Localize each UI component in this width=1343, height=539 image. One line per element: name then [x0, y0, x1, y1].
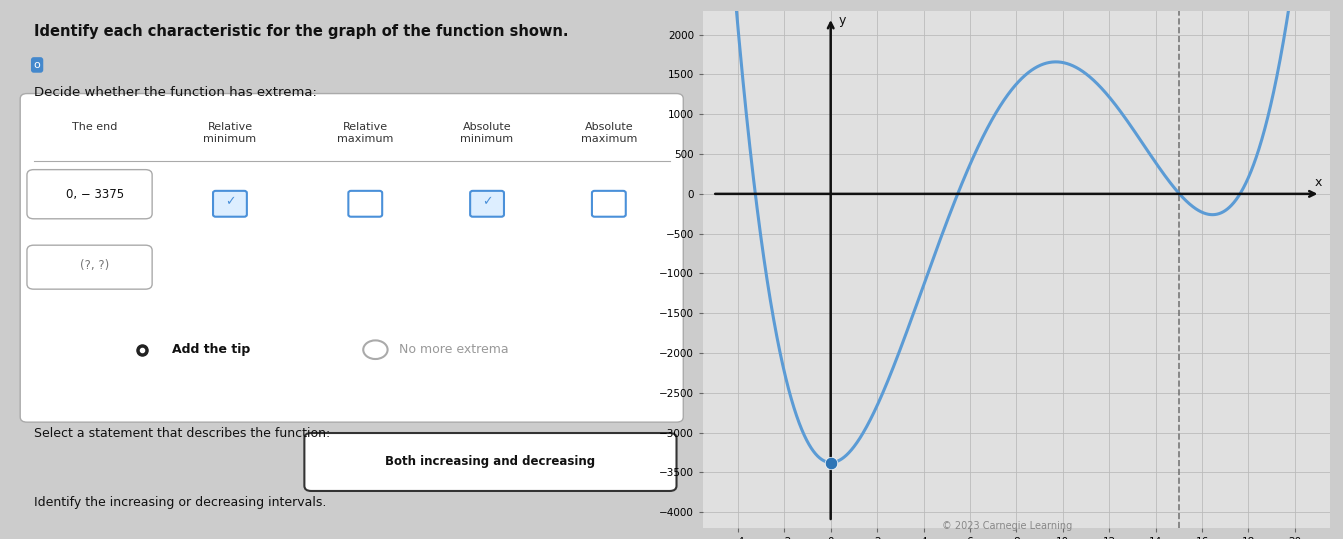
FancyBboxPatch shape	[592, 191, 626, 217]
Text: ✓: ✓	[224, 195, 235, 208]
Text: (?, ?): (?, ?)	[81, 259, 109, 272]
FancyBboxPatch shape	[20, 94, 684, 422]
FancyBboxPatch shape	[27, 170, 152, 219]
Text: y: y	[839, 14, 846, 27]
Text: o: o	[34, 60, 40, 70]
Text: Select a statement that describes the function:: Select a statement that describes the fu…	[34, 427, 330, 440]
Text: Add the tip: Add the tip	[172, 343, 251, 356]
Text: Absolute
maximum: Absolute maximum	[580, 122, 637, 143]
FancyBboxPatch shape	[305, 433, 677, 491]
Text: The end: The end	[73, 122, 117, 132]
Text: Both increasing and decreasing: Both increasing and decreasing	[385, 455, 595, 468]
Text: Identify the increasing or decreasing intervals.: Identify the increasing or decreasing in…	[34, 496, 326, 509]
FancyBboxPatch shape	[27, 245, 152, 289]
Text: Identify each characteristic for the graph of the function shown.: Identify each characteristic for the gra…	[34, 24, 568, 39]
FancyBboxPatch shape	[348, 191, 383, 217]
Text: Decide whether the function has extrema:: Decide whether the function has extrema:	[34, 86, 317, 99]
Text: © 2023 Carnegie Learning: © 2023 Carnegie Learning	[943, 521, 1072, 531]
Text: ✓: ✓	[482, 195, 493, 208]
FancyBboxPatch shape	[470, 191, 504, 217]
Text: No more extrema: No more extrema	[399, 343, 509, 356]
Text: Relative
maximum: Relative maximum	[337, 122, 393, 143]
FancyBboxPatch shape	[214, 191, 247, 217]
Text: Absolute
minimum: Absolute minimum	[461, 122, 513, 143]
Text: Relative
minimum: Relative minimum	[203, 122, 257, 143]
Text: x: x	[1315, 176, 1322, 190]
Text: 0, − 3375: 0, − 3375	[66, 188, 124, 201]
